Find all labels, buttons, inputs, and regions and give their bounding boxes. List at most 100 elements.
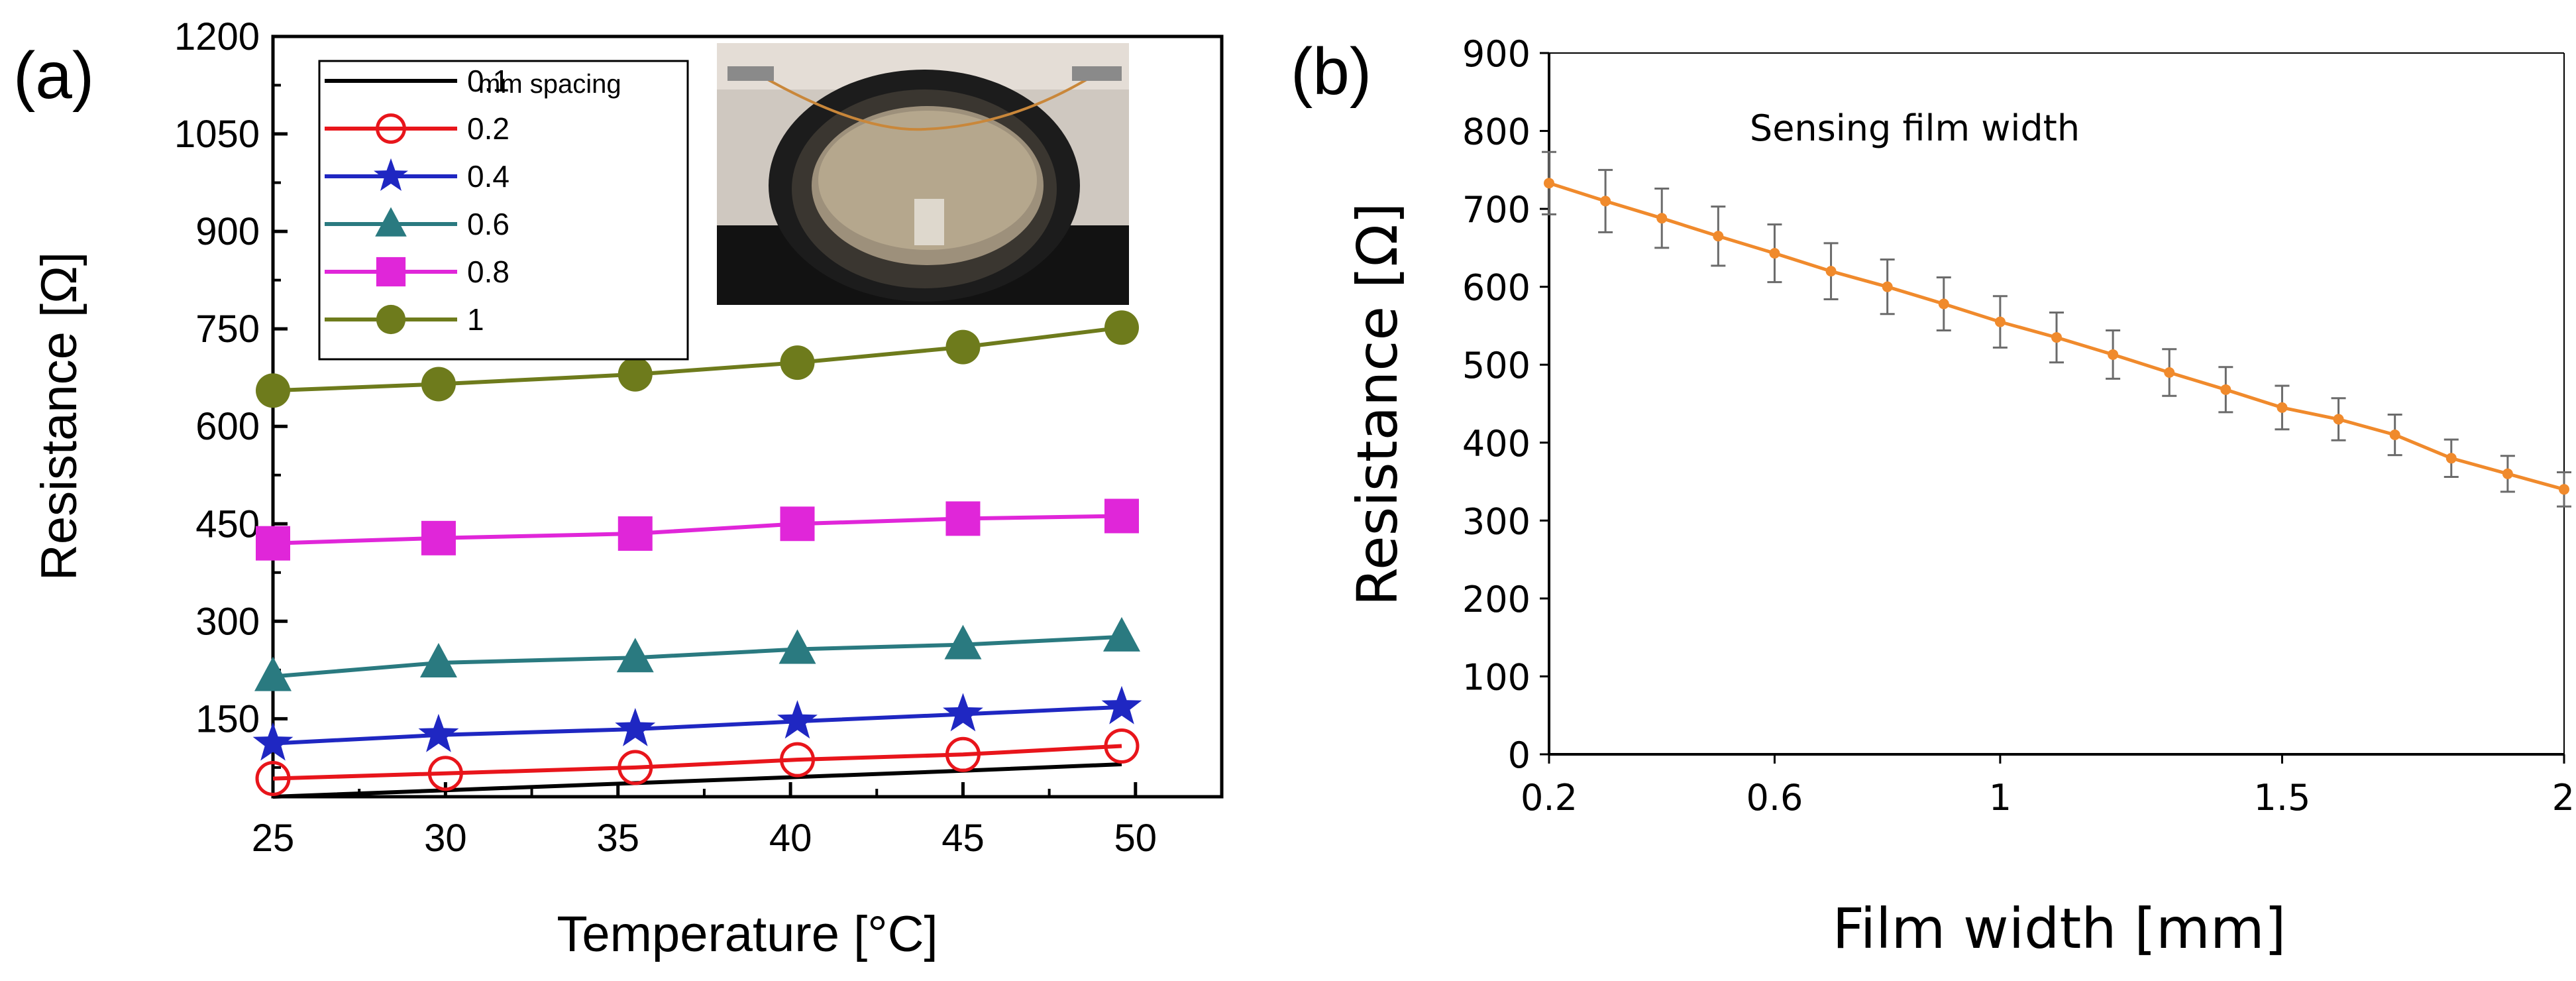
data-point-0.6 (254, 656, 292, 691)
data-point (1656, 213, 1668, 224)
data-point-1 (617, 357, 653, 392)
x-tick-label: 40 (769, 817, 812, 860)
panel-a-axes: 25 30 35 40 45 50 150 300 450 600 750 900 1050 1200 (174, 15, 1223, 860)
data-point (1938, 298, 1949, 310)
data-point (1769, 248, 1780, 259)
data-point-0.8 (421, 520, 456, 555)
data-point-1 (1104, 310, 1139, 345)
y-tick-label: 200 (1462, 579, 1530, 620)
data-point-0.4 (615, 708, 656, 746)
data-point-0.8 (945, 501, 981, 536)
x-tick-label: 2 (2552, 777, 2575, 819)
legend-marker-0.6 (375, 207, 407, 237)
panel-b-axes: 0 100 200 300 400 500 600 700 800 900 0.2 0.6 1 1.5 2 (1462, 33, 2575, 819)
panel-a-legend: mm spacing 0.1 0.2 0.4 0.6 0.8 1 (318, 60, 689, 361)
photo-lid-reflection (818, 111, 1037, 250)
series-line-0.6 (272, 634, 1122, 679)
series-line-0.1 (272, 762, 1122, 799)
data-point (2502, 468, 2513, 479)
x-tick-label: 50 (1114, 817, 1157, 860)
x-tick-label: 45 (941, 817, 985, 860)
panel-a: (a) 25 30 35 40 45 50 150 300 450 600 750 900 1050 12… (13, 15, 1224, 962)
data-point-0.4 (943, 693, 983, 732)
legend-marker-0.2 (376, 113, 406, 144)
y-tick-label: 600 (195, 405, 260, 448)
data-point (2051, 332, 2062, 343)
legend-label: 1 (467, 302, 484, 337)
y-tick-label: 900 (195, 210, 260, 253)
experimental-setup-photo (717, 43, 1129, 305)
legend-items: 0.1 0.2 0.4 0.6 0.8 1 (325, 64, 510, 337)
data-point-0.8 (780, 506, 815, 542)
x-tick-label: 1 (1989, 777, 2012, 819)
legend-label: 0.4 (467, 159, 510, 194)
data-point-1 (780, 345, 815, 380)
data-point-0.8 (617, 516, 653, 551)
data-point-0.6 (944, 624, 982, 660)
panel-a-label: (a) (13, 38, 94, 113)
series-line-0.8 (272, 514, 1122, 546)
y-tick-label: 300 (195, 600, 260, 643)
legend-title: mm spacing (478, 70, 621, 99)
data-point (2559, 484, 2569, 495)
data-point-1 (945, 329, 981, 365)
data-point-0.2 (945, 736, 981, 772)
data-point (1713, 231, 1724, 242)
data-point-0.4 (777, 700, 818, 739)
y-tick-label: 700 (1462, 189, 1530, 231)
y-tick-label: 750 (195, 308, 260, 351)
panel-a-x-axis-label: Temperature [°C] (557, 906, 938, 962)
data-point-0.6 (616, 638, 654, 673)
panel-a-series-layer (252, 310, 1142, 799)
x-tick-label: 30 (424, 817, 467, 860)
data-point-0.4 (1101, 685, 1142, 724)
x-tick-label: 0.6 (1746, 777, 1803, 819)
panel-b-x-axis-label: Film width [mm] (1833, 896, 2286, 961)
data-point (1825, 266, 1837, 277)
legend-marker-0.4 (374, 158, 408, 191)
data-point (1544, 178, 1554, 189)
series-line-1 (272, 325, 1122, 393)
data-point-0.2 (255, 761, 291, 797)
data-point (1994, 316, 2006, 327)
photo-clip-left (727, 66, 774, 81)
panel-b-annotation: Sensing film width (1750, 107, 2080, 149)
data-point-0.6 (419, 643, 457, 678)
data-point (2220, 384, 2231, 395)
y-tick-label: 1050 (174, 113, 260, 156)
y-tick-label: 150 (195, 697, 260, 740)
photo-sensor (914, 199, 944, 245)
legend-label: 0.2 (467, 111, 510, 146)
data-point-0.8 (1104, 498, 1139, 534)
y-tick-label: 0 (1508, 734, 1530, 776)
x-tick-label: 25 (252, 817, 295, 860)
data-point (2277, 402, 2288, 413)
data-point-1 (421, 367, 456, 402)
data-point (1882, 281, 1893, 292)
legend-marker-1 (376, 304, 406, 335)
data-point (2108, 349, 2119, 360)
y-tick-label: 1200 (174, 15, 260, 58)
y-tick-label: 800 (1462, 111, 1530, 153)
panel-b-label: (b) (1291, 34, 1371, 109)
y-tick-label: 900 (1462, 33, 1530, 75)
photo-wire (761, 75, 1088, 131)
data-point-0.8 (256, 526, 290, 561)
x-tick-label: 1.5 (2253, 777, 2310, 819)
panel-b-series-layer (1542, 150, 2571, 508)
data-point-0.2 (1104, 728, 1140, 764)
data-point-0.4 (418, 713, 459, 752)
data-point-1 (256, 373, 290, 408)
legend-marker-0.8 (376, 257, 406, 287)
y-tick-label: 400 (1462, 423, 1530, 465)
y-tick-label: 500 (1462, 345, 1530, 386)
data-point-0.2 (780, 742, 816, 778)
legend-label: 0.8 (467, 255, 510, 289)
data-point (1600, 196, 1611, 207)
panel-b: (b) 0 100 200 300 400 500 600 700 800 900 0.2 0.6 1 1… (1291, 33, 2575, 961)
y-tick-label: 450 (195, 502, 260, 546)
legend-label: 0.6 (467, 207, 510, 241)
data-point-0.4 (252, 722, 294, 761)
series-line-0.4 (272, 705, 1122, 746)
